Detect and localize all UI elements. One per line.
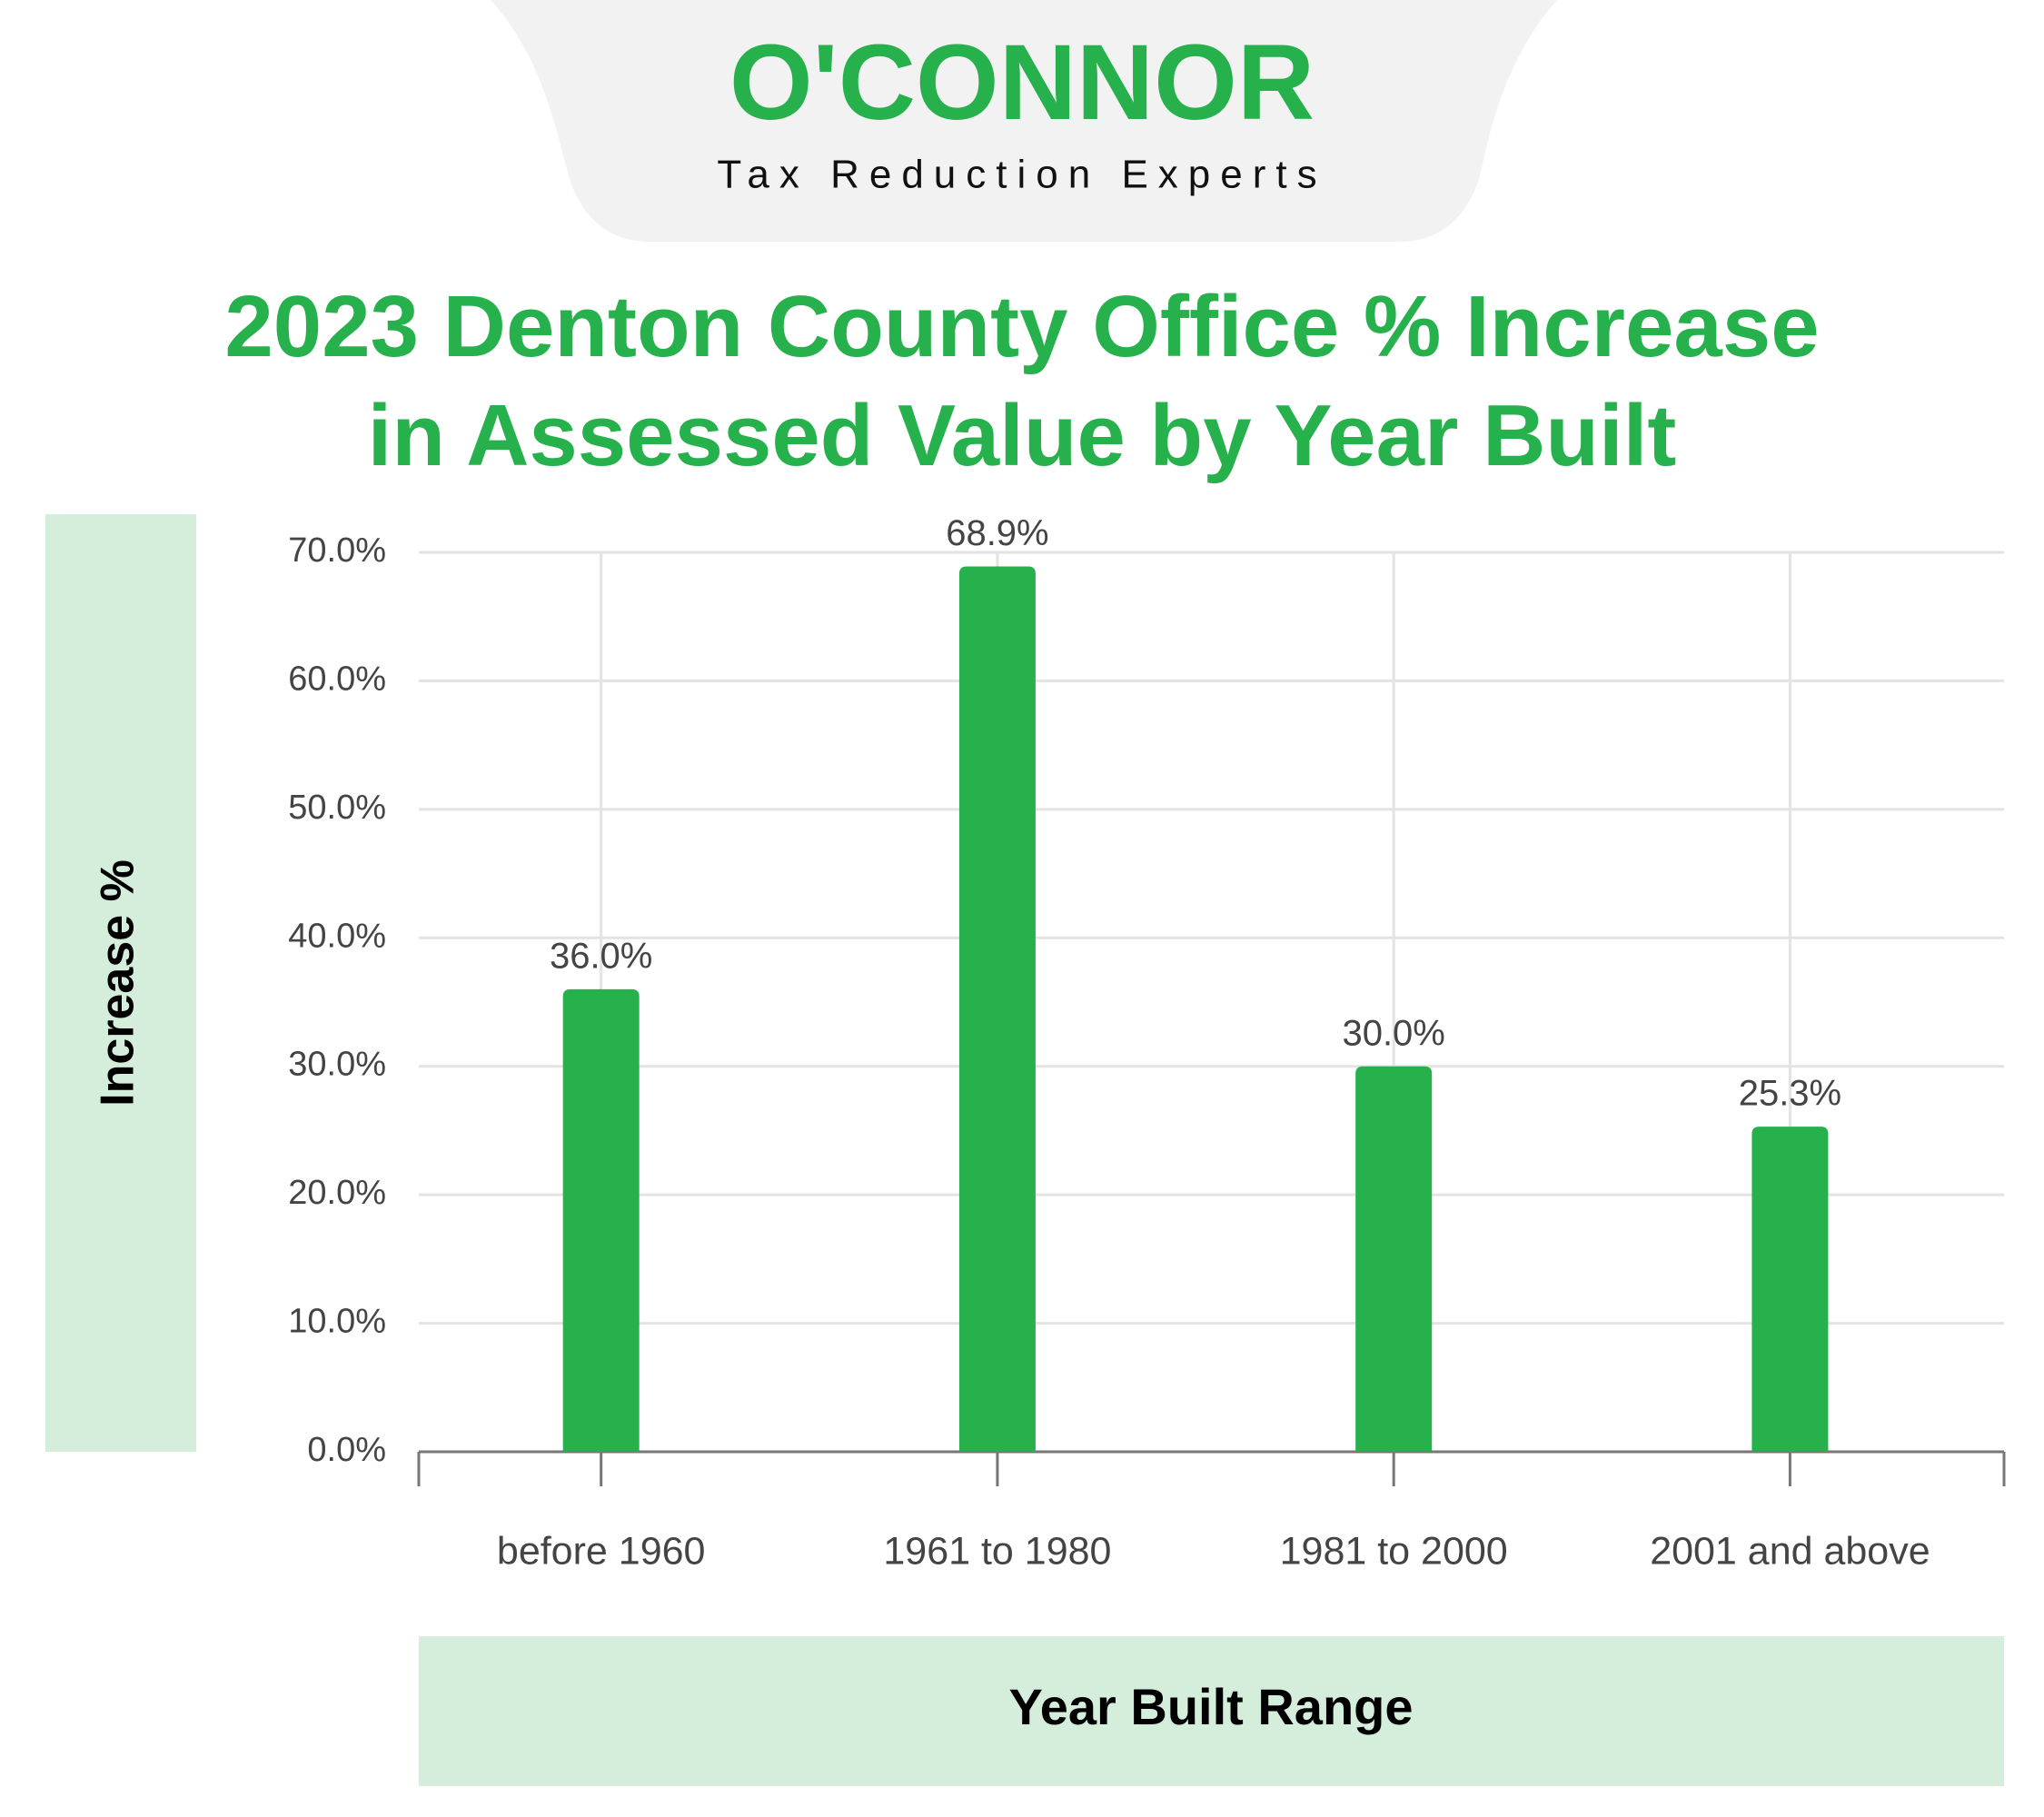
y-tick-label: 10.0% <box>288 1303 386 1341</box>
bar <box>958 566 1036 1452</box>
data-label: 36.0% <box>550 936 652 976</box>
bar <box>562 988 640 1452</box>
data-label: 30.0% <box>1342 1013 1444 1053</box>
chart-title: 2023 Denton County Office % Increase in … <box>224 278 1820 484</box>
y-tick-label: 20.0% <box>288 1174 386 1212</box>
bar <box>1751 1127 1829 1452</box>
x-axis-label: Year Built Range <box>1008 1678 1413 1735</box>
tagline: Tax Reduction Experts <box>717 153 1326 197</box>
y-tick-label: 30.0% <box>288 1046 386 1084</box>
bar <box>1355 1066 1433 1452</box>
logo: O'CONNOR <box>729 23 1315 143</box>
data-label: 68.9% <box>946 513 1048 553</box>
y-tick-label: 60.0% <box>288 660 386 698</box>
y-label-box <box>45 514 196 1452</box>
header-background <box>491 0 1557 242</box>
x-label-box <box>419 1636 2004 1786</box>
y-tick-label: 70.0% <box>288 531 386 570</box>
y-tick-label: 40.0% <box>288 917 386 955</box>
y-axis-label: Increase % <box>92 859 144 1107</box>
x-tick-label: before 1960 <box>497 1529 706 1573</box>
y-tick-label: 0.0% <box>307 1431 386 1469</box>
x-tick-label: 1981 to 2000 <box>1280 1529 1508 1573</box>
x-tick-label: 1961 to 1980 <box>883 1529 1111 1573</box>
x-tick-label: 2001 and above <box>1650 1529 1930 1573</box>
data-label: 25.3% <box>1739 1074 1841 1114</box>
y-tick-label: 50.0% <box>288 789 386 827</box>
